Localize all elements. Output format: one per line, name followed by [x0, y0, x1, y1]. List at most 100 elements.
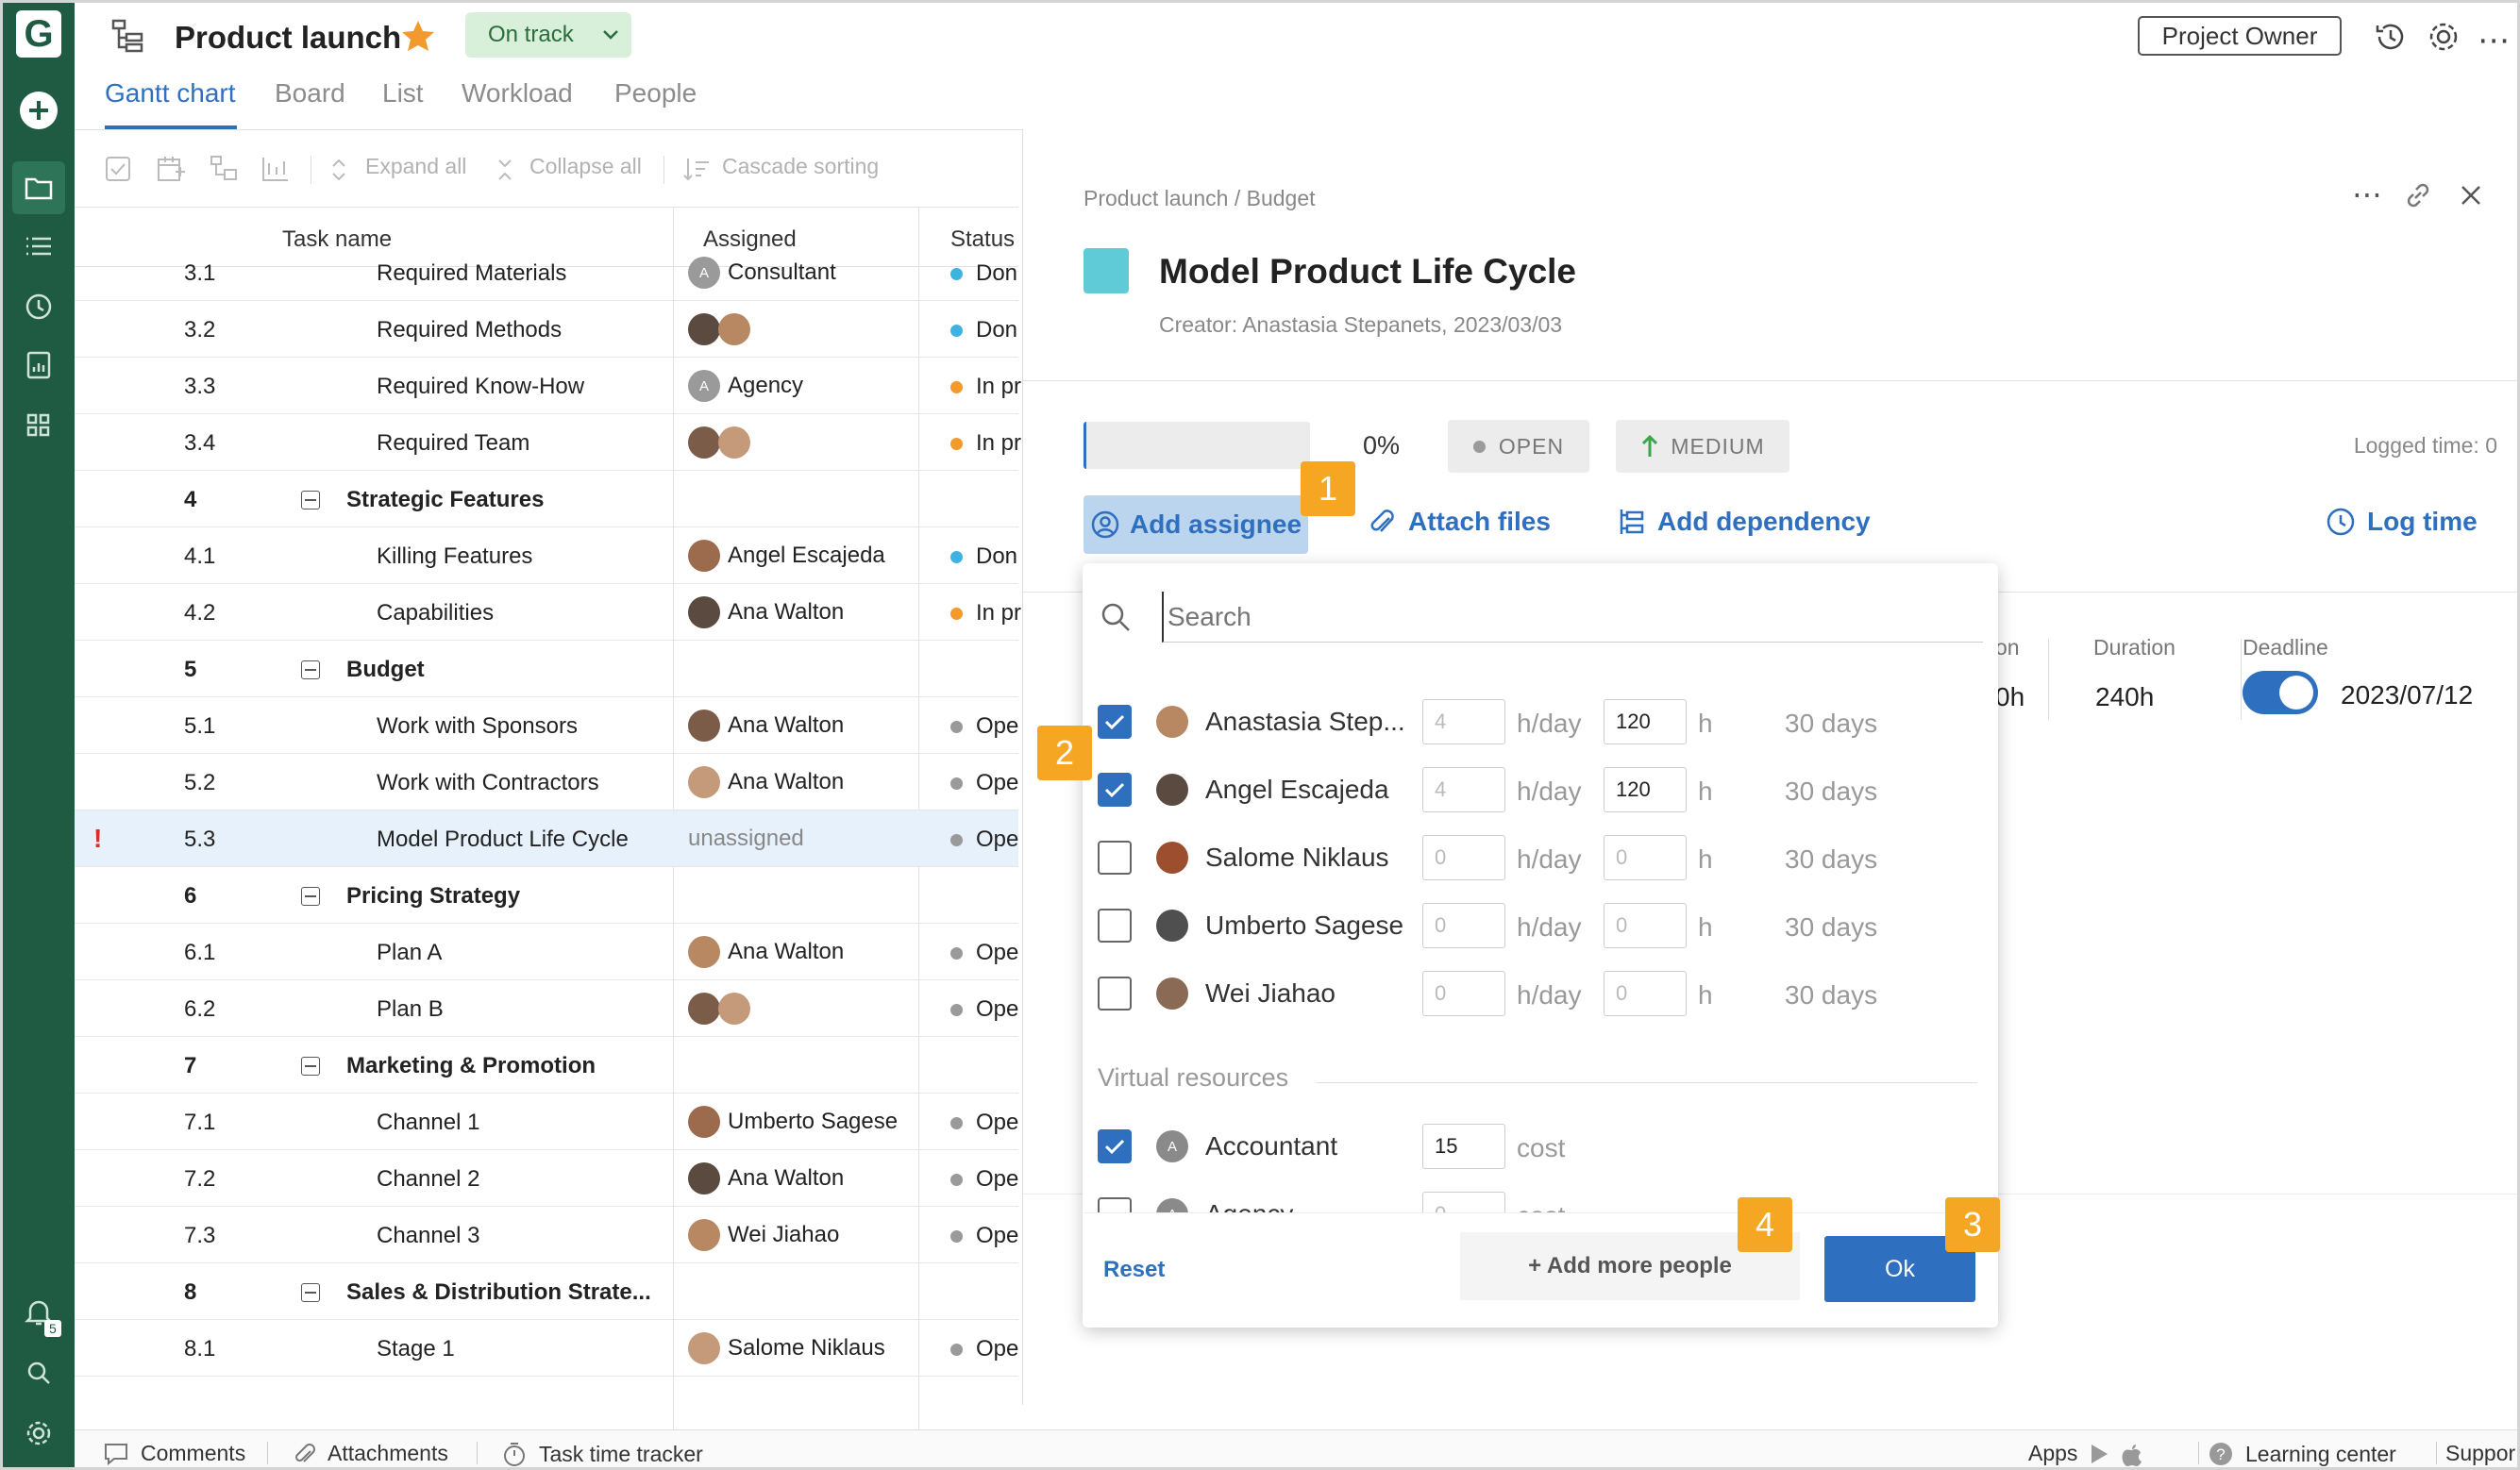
- apps-grid-icon[interactable]: [12, 399, 65, 452]
- assignee-option[interactable]: Wei Jiahao 0 h/day 0 h 30 days: [1098, 965, 1985, 1022]
- group-row[interactable]: 5 Budget: [75, 641, 1018, 697]
- table-row[interactable]: 4.1 Killing Features Angel Escajeda Don: [75, 527, 1018, 584]
- task-status-button[interactable]: OPEN: [1448, 420, 1589, 473]
- table-row[interactable]: 5.2 Work with Contractors Ana Walton Ope: [75, 754, 1018, 810]
- search-icon[interactable]: [12, 1346, 65, 1399]
- task-name[interactable]: Capabilities: [377, 600, 495, 626]
- task-name[interactable]: Channel 3: [377, 1223, 480, 1248]
- task-name[interactable]: Required Materials: [377, 260, 567, 286]
- task-priority-button[interactable]: MEDIUM: [1616, 420, 1789, 473]
- close-panel-icon[interactable]: [2460, 184, 2482, 207]
- projects-folder-icon[interactable]: [12, 161, 65, 214]
- column-header-assigned[interactable]: Assigned: [703, 226, 797, 252]
- task-name[interactable]: Required Methods: [377, 317, 563, 342]
- assignee-cell[interactable]: unassigned: [688, 818, 804, 860]
- tab-gantt-chart[interactable]: Gantt chart: [105, 78, 236, 108]
- assignee-option[interactable]: Anastasia Step... 4 h/day 120 h 30 days: [1098, 693, 1985, 750]
- task-name[interactable]: Model Product Life Cycle: [377, 827, 629, 852]
- task-name[interactable]: Plan A: [377, 940, 443, 965]
- hours-per-day-input[interactable]: 4: [1422, 699, 1505, 744]
- support-link[interactable]: Suppor: [2445, 1441, 2515, 1466]
- hours-per-day-input[interactable]: 0: [1422, 835, 1505, 880]
- group-row[interactable]: 7 Marketing & Promotion: [75, 1037, 1018, 1094]
- duration-value[interactable]: 240h: [2095, 682, 2155, 711]
- collapse-toggle-icon[interactable]: [301, 491, 320, 509]
- task-name[interactable]: Sales & Distribution Strate...: [346, 1279, 651, 1305]
- collapse-toggle-icon[interactable]: [301, 1283, 320, 1302]
- assignee-option[interactable]: Umberto Sagese 0 h/day 0 h 30 days: [1098, 897, 1985, 954]
- assignee-cell[interactable]: Ana Walton: [688, 931, 844, 973]
- total-hours-input[interactable]: 120: [1604, 699, 1687, 744]
- assignee-cell[interactable]: A Agency: [688, 365, 803, 407]
- table-row[interactable]: 7.2 Channel 2 Ana Walton Ope: [75, 1150, 1018, 1207]
- task-name[interactable]: Killing Features: [377, 543, 533, 569]
- copy-link-icon[interactable]: [2403, 180, 2433, 210]
- status-cell[interactable]: In pr: [950, 374, 1021, 400]
- learning-center-link[interactable]: ? Learning center: [2208, 1441, 2396, 1467]
- status-cell[interactable]: Ope: [950, 713, 1018, 740]
- task-time-tracker-button[interactable]: Task time tracker: [501, 1441, 703, 1467]
- status-cell[interactable]: Ope: [950, 1223, 1018, 1249]
- task-name[interactable]: Required Team: [377, 430, 530, 456]
- total-hours-input[interactable]: 0: [1604, 835, 1687, 880]
- collapse-toggle-icon[interactable]: [301, 660, 320, 679]
- project-owner-button[interactable]: Project Owner: [2138, 16, 2342, 56]
- status-cell[interactable]: Ope: [950, 940, 1018, 966]
- clock-icon[interactable]: [12, 280, 65, 333]
- status-cell[interactable]: Ope: [950, 996, 1018, 1023]
- assignee-cell[interactable]: [688, 422, 750, 463]
- status-cell[interactable]: Ope: [950, 1110, 1018, 1136]
- table-row[interactable]: ! 5.3 Model Product Life Cycle unassigned Op…: [75, 810, 1018, 867]
- indent-icon[interactable]: [260, 154, 292, 184]
- group-row[interactable]: 4 Strategic Features: [75, 471, 1018, 527]
- assignee-checkbox[interactable]: [1098, 841, 1132, 875]
- assignee-cell[interactable]: Ana Walton: [688, 592, 844, 633]
- add-more-people-button[interactable]: + Add more people: [1460, 1232, 1800, 1300]
- collapse-toggle-icon[interactable]: [301, 887, 320, 906]
- more-options-icon[interactable]: ⋯: [2478, 23, 2510, 58]
- status-cell[interactable]: In pr: [950, 430, 1021, 457]
- assignee-cell[interactable]: Ana Walton: [688, 1158, 844, 1199]
- attach-files-button[interactable]: Attach files: [1369, 507, 1551, 537]
- assignee-cell[interactable]: [688, 988, 750, 1029]
- task-color-swatch[interactable]: [1084, 248, 1129, 293]
- status-cell[interactable]: Don: [950, 317, 1017, 343]
- task-name[interactable]: Plan B: [377, 996, 444, 1022]
- tab-list[interactable]: List: [382, 78, 424, 108]
- tab-board[interactable]: Board: [275, 78, 345, 108]
- hours-per-day-input[interactable]: 0: [1422, 971, 1505, 1016]
- status-cell[interactable]: Ope: [950, 827, 1018, 853]
- notifications-bell-icon[interactable]: 5: [12, 1286, 65, 1339]
- table-row[interactable]: 6.1 Plan A Ana Walton Ope: [75, 924, 1018, 980]
- reset-button[interactable]: Reset: [1103, 1257, 1166, 1282]
- task-title[interactable]: Model Product Life Cycle: [1159, 252, 1577, 291]
- attachments-button[interactable]: Attachments: [294, 1441, 448, 1466]
- settings-gear-icon[interactable]: [12, 1407, 65, 1460]
- progress-bar[interactable]: [1084, 422, 1310, 469]
- task-name[interactable]: Work with Sponsors: [377, 713, 578, 739]
- task-name[interactable]: Budget: [346, 657, 425, 682]
- hours-per-day-input[interactable]: 4: [1422, 767, 1505, 812]
- table-row[interactable]: 7.3 Channel 3 Wei Jiahao Ope: [75, 1207, 1018, 1263]
- collapse-all-button[interactable]: Collapse all: [529, 154, 642, 178]
- status-cell[interactable]: Ope: [950, 1166, 1018, 1193]
- table-row[interactable]: 3.2 Required Methods Don: [75, 301, 1018, 358]
- assignee-cell[interactable]: Angel Escajeda: [688, 535, 885, 576]
- group-row[interactable]: 6 Pricing Strategy: [75, 867, 1018, 924]
- add-icon[interactable]: [12, 84, 65, 137]
- resource-checkbox[interactable]: [1098, 1129, 1132, 1163]
- assignee-checkbox[interactable]: [1098, 773, 1132, 807]
- table-row[interactable]: 7.1 Channel 1 Umberto Sagese Ope: [75, 1094, 1018, 1150]
- task-name[interactable]: Channel 2: [377, 1166, 480, 1192]
- deadline-toggle[interactable]: [2243, 671, 2318, 714]
- estimation-value[interactable]: 0h: [1995, 682, 2025, 711]
- comments-button[interactable]: Comments: [103, 1441, 245, 1466]
- status-cell[interactable]: Ope: [950, 770, 1018, 796]
- assignee-cell[interactable]: Salome Niklaus: [688, 1328, 885, 1369]
- favorite-star-icon[interactable]: [399, 18, 437, 56]
- task-name[interactable]: Pricing Strategy: [346, 883, 521, 909]
- cost-input[interactable]: 15: [1422, 1124, 1505, 1169]
- deadline-value[interactable]: 2023/07/12: [2341, 680, 2474, 710]
- virtual-resource-option[interactable]: A Accountant 15 cost: [1098, 1118, 1985, 1175]
- status-cell[interactable]: In pr: [950, 600, 1021, 626]
